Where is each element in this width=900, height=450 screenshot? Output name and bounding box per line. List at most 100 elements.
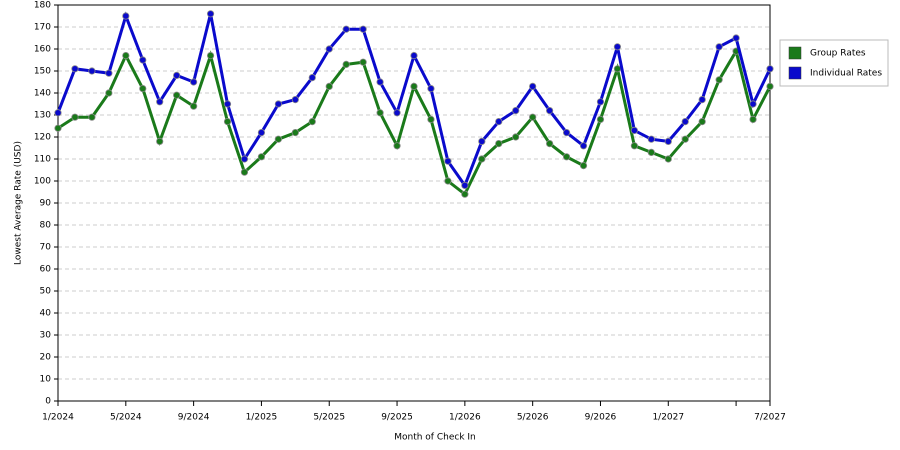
- data-point: [749, 115, 757, 124]
- y-tick-label: 80: [40, 221, 52, 231]
- data-point: [206, 10, 215, 18]
- data-point: [613, 65, 622, 73]
- data-point: [240, 168, 249, 176]
- series-line: [56, 11, 772, 189]
- data-point: [749, 100, 757, 108]
- data-point: [190, 78, 198, 86]
- legend-swatch: [788, 46, 802, 60]
- data-point: [715, 43, 723, 51]
- data-point: [325, 45, 333, 53]
- x-tick-label: 9/2024: [178, 413, 210, 423]
- data-point: [461, 190, 469, 198]
- data-point: [342, 25, 350, 33]
- data-point: [579, 162, 588, 170]
- data-point: [257, 153, 266, 161]
- data-point: [495, 140, 503, 148]
- y-tick-label: 130: [34, 111, 51, 121]
- y-tick-label: 90: [40, 199, 52, 209]
- data-point: [681, 135, 689, 143]
- data-point: [495, 118, 503, 126]
- data-point: [156, 137, 164, 145]
- y-tick-label: 0: [45, 397, 51, 407]
- legend-label: Individual Rates: [810, 69, 882, 79]
- data-point: [647, 135, 655, 143]
- data-point: [342, 60, 350, 69]
- data-point: [461, 181, 469, 189]
- data-point: [359, 25, 367, 33]
- data-point: [359, 58, 367, 66]
- data-point: [105, 89, 113, 97]
- data-point: [223, 118, 232, 126]
- data-point: [596, 98, 605, 106]
- data-point: [122, 51, 130, 60]
- data-point: [512, 107, 520, 115]
- y-tick-label: 20: [40, 353, 52, 363]
- data-point: [291, 129, 299, 137]
- x-tick-label: 9/2025: [381, 413, 413, 423]
- x-tick-label: 1/2025: [246, 413, 278, 423]
- plot-frame: [57, 4, 771, 402]
- data-point: [274, 100, 282, 108]
- data-point: [54, 124, 62, 132]
- data-point: [393, 109, 401, 117]
- data-point: [478, 155, 486, 163]
- x-tick-label: 1/2027: [652, 413, 684, 423]
- data-point: [325, 82, 333, 91]
- data-point: [444, 177, 452, 185]
- data-point: [410, 82, 418, 91]
- y-tick-label: 120: [34, 133, 51, 143]
- data-point: [54, 109, 62, 117]
- data-point: [664, 137, 672, 145]
- y-axis-title: Lowest Average Rate (USD): [14, 141, 24, 265]
- y-tick-label: 50: [40, 287, 52, 297]
- data-point: [732, 34, 740, 42]
- x-tick-label: 5/2024: [110, 413, 142, 423]
- data-point: [529, 113, 537, 121]
- x-tick-label: 1/2024: [42, 413, 74, 423]
- y-tick-label: 60: [40, 265, 52, 275]
- x-tick-label: 5/2026: [517, 413, 549, 423]
- data-point: [562, 153, 571, 161]
- data-point: [410, 51, 418, 60]
- data-point: [240, 155, 249, 163]
- data-point: [546, 107, 554, 115]
- data-point: [393, 142, 401, 150]
- data-point: [444, 157, 452, 165]
- x-axis-title: Month of Check In: [394, 433, 476, 443]
- data-point: [766, 82, 774, 91]
- data-point: [427, 115, 435, 124]
- data-point: [122, 12, 130, 20]
- y-tick-label: 30: [40, 331, 52, 341]
- data-point: [291, 96, 299, 104]
- data-point: [579, 142, 588, 150]
- data-point: [664, 155, 672, 163]
- data-point: [596, 115, 605, 124]
- y-tick-label: 10: [40, 375, 52, 385]
- data-point: [630, 142, 638, 150]
- data-point: [105, 69, 113, 77]
- data-point: [529, 82, 537, 91]
- data-point: [546, 140, 554, 148]
- data-point: [206, 51, 215, 60]
- y-tick-label: 140: [34, 89, 51, 99]
- y-tick-label: 70: [40, 243, 52, 253]
- x-tick-label: 5/2025: [313, 413, 345, 423]
- data-point: [88, 67, 96, 75]
- data-point: [71, 65, 79, 73]
- x-tick-label: 9/2026: [585, 413, 617, 423]
- data-point: [139, 56, 147, 64]
- data-point: [613, 43, 622, 51]
- data-point: [427, 85, 435, 93]
- data-point: [156, 98, 164, 106]
- series-line: [57, 47, 772, 197]
- data-point: [766, 65, 774, 73]
- data-point: [173, 71, 181, 80]
- y-tick-label: 110: [34, 155, 51, 165]
- data-point: [190, 102, 198, 110]
- data-point: [698, 118, 706, 126]
- data-point: [562, 129, 571, 137]
- y-tick-label: 150: [34, 67, 51, 77]
- x-tick-label: 7/2027: [754, 413, 786, 423]
- data-point: [274, 135, 282, 143]
